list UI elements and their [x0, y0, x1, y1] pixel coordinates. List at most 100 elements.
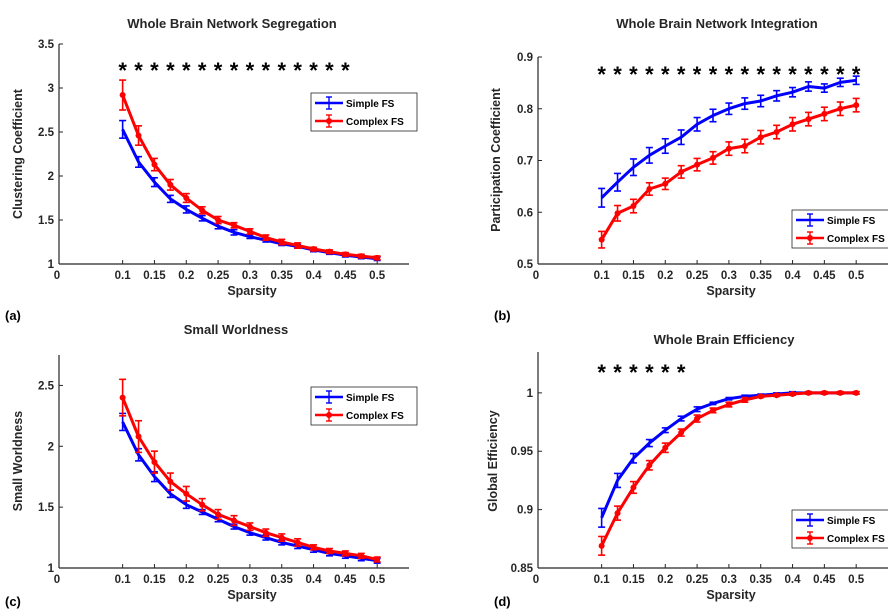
x-tick-label: 0.4	[785, 270, 802, 282]
x-tick-label: 0.35	[750, 270, 773, 282]
legend-marker	[807, 235, 813, 241]
data-point	[805, 116, 812, 123]
panel-label: (d)	[494, 594, 511, 609]
x-tick-label: 0.1	[115, 574, 132, 586]
data-point	[773, 392, 780, 399]
significance-star: *	[613, 360, 622, 385]
significance-star: *	[677, 62, 686, 87]
significance-star: *	[772, 62, 781, 87]
data-point	[310, 246, 317, 253]
significance-star: *	[661, 360, 670, 385]
y-axis-label: Clustering Coefficient	[11, 88, 25, 219]
y-tick-label: 0.7	[517, 156, 533, 168]
legend-entry: Complex FS	[827, 234, 885, 245]
x-tick-label: 0.1	[594, 574, 611, 586]
x-tick-label: 0.45	[813, 574, 836, 586]
series-simple-fs	[119, 412, 381, 564]
y-tick-label: 0.9	[517, 52, 533, 64]
data-point	[805, 389, 812, 396]
data-point	[215, 511, 222, 518]
data-point	[294, 242, 301, 249]
significance-star: *	[804, 62, 813, 87]
significance-star: *	[246, 58, 255, 83]
series-simple-fs	[598, 75, 860, 208]
y-tick-label: 3	[48, 83, 54, 95]
significance-star: *	[613, 62, 622, 87]
data-point	[183, 195, 190, 201]
data-point	[374, 556, 381, 563]
data-point	[694, 415, 701, 422]
series-complex-fs	[598, 97, 860, 249]
y-tick-label: 1.5	[38, 215, 55, 227]
data-point	[183, 490, 190, 497]
y-tick-label: 2.5	[38, 127, 55, 139]
x-tick-label: 0.35	[750, 574, 773, 586]
significance-star: *	[677, 360, 686, 385]
data-point	[710, 407, 716, 414]
data-point	[741, 143, 748, 150]
data-point	[853, 389, 860, 396]
y-tick-label: 1	[48, 563, 55, 575]
data-point	[614, 210, 621, 217]
legend-marker	[326, 118, 332, 124]
y-tick-label: 0.8	[517, 104, 534, 116]
legend-marker	[326, 412, 332, 418]
y-tick-label: 3.5	[38, 39, 55, 51]
significance-star: *	[293, 58, 302, 83]
x-tick-label: 0.45	[334, 270, 357, 282]
x-tick-label: 0.35	[271, 270, 294, 282]
x-tick-label: 0	[54, 270, 60, 282]
data-point	[710, 154, 716, 161]
significance-star: *	[277, 58, 286, 83]
x-tick-label: 0.5	[369, 270, 386, 282]
data-point	[135, 132, 142, 139]
legend: Simple FS Complex FS	[791, 209, 888, 249]
significance-star: *	[597, 62, 606, 87]
data-point	[614, 510, 621, 517]
chart-title: Whole Brain Efficiency	[654, 332, 796, 347]
data-point	[119, 394, 126, 401]
x-tick-label: 0.5	[369, 574, 386, 586]
data-point	[199, 501, 206, 508]
data-point	[646, 185, 653, 192]
x-tick-label: 0.15	[622, 574, 645, 586]
data-point	[694, 161, 701, 168]
data-point	[167, 478, 174, 485]
y-tick-label: 0.95	[511, 446, 534, 458]
x-tick-label: 0.15	[622, 270, 645, 282]
data-point	[342, 251, 349, 258]
panel-label: (b)	[494, 308, 511, 323]
data-point	[358, 253, 365, 260]
x-axis-label: Sparsity	[227, 588, 276, 602]
y-tick-label: 2.5	[38, 380, 55, 392]
y-tick-label: 2	[48, 441, 54, 453]
series-line	[121, 128, 378, 261]
x-tick-label: 0.3	[721, 574, 737, 586]
panel-label: (a)	[5, 308, 21, 323]
x-tick-label: 0.5	[848, 270, 865, 282]
legend-entry: Complex FS	[827, 534, 885, 545]
panel-1: 0 0.1 0.15 0.2 0.25 0.3 0.35 0.4 0.45 0.5 1 1.5 2 2.5…	[5, 16, 418, 323]
x-tick-label: 0.4	[306, 574, 323, 586]
data-point	[741, 396, 748, 403]
y-axis-label: Global Efficiency	[486, 410, 500, 511]
significance-star: *	[309, 58, 318, 83]
data-point	[278, 239, 285, 245]
chart-title: Whole Brain Network Segregation	[127, 16, 337, 31]
data-point	[725, 145, 732, 152]
data-point	[151, 459, 158, 466]
x-tick-label: 0.25	[686, 270, 709, 282]
x-tick-label: 0.4	[306, 270, 323, 282]
y-tick-label: 1	[48, 259, 55, 271]
data-point	[837, 389, 844, 396]
data-point	[374, 254, 381, 261]
significance-star: *	[741, 62, 750, 87]
x-axis-label: Sparsity	[227, 284, 276, 298]
x-tick-label: 0.15	[143, 574, 166, 586]
data-point	[630, 203, 637, 210]
data-point	[662, 180, 669, 187]
y-axis-label: Small Worldness	[11, 411, 25, 512]
x-tick-label: 0	[54, 574, 60, 586]
panel-label: (c)	[5, 594, 21, 609]
